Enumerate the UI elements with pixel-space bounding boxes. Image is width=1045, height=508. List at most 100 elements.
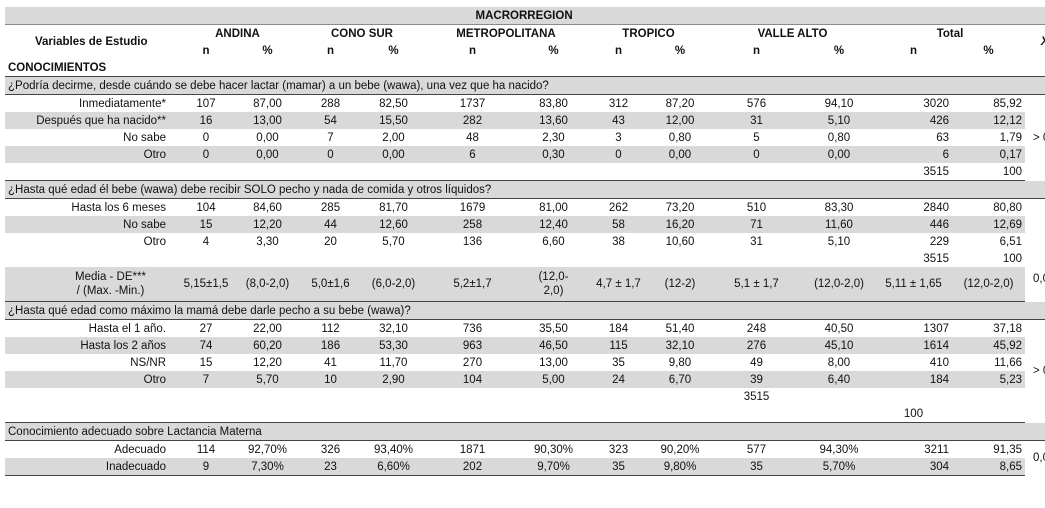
region-cono-sur: CONO SUR <box>331 27 393 40</box>
pct-cell: 0,17 <box>952 146 1025 163</box>
n-cell: 24 <box>587 371 650 388</box>
pct-cell: 6,70 <box>650 371 710 388</box>
n-cell: 44 <box>299 216 362 233</box>
q4-row: Adecuado 114 92,70% 326 93,40% 1871 90,30% 323 9… <box>5 440 1045 476</box>
pct-cell: 11,66 <box>994 356 1022 369</box>
q2-total-row: 3515 100 <box>5 250 1045 267</box>
q2-p-value: 0,007 <box>1025 198 1045 320</box>
pct-cell: 3,30 <box>256 235 279 248</box>
n-cell: 184 <box>608 322 629 335</box>
n-cell: 1871 <box>459 443 486 456</box>
pct-cell: 5,70 <box>236 371 299 388</box>
n-cell: 15 <box>176 216 236 233</box>
n-cell: 276 <box>710 337 803 354</box>
n-cell: 7 <box>327 131 334 144</box>
n-cell: 288 <box>320 97 341 110</box>
pct-cell: 84,60 <box>253 201 282 214</box>
pct-cell: 93,40% <box>373 443 413 456</box>
n-cell: 1307 <box>923 322 949 335</box>
pct-cell: 12,40 <box>520 216 587 233</box>
n-cell: 31 <box>710 112 803 129</box>
n-cell: 248 <box>746 322 767 335</box>
n-cell: 312 <box>608 97 629 110</box>
mean-cell: 5,0±1,6 <box>299 267 362 302</box>
q3-row: Otro 7 5,70 10 2,90 104 5,00 24 6,70 39 6,40 184 5,2… <box>5 371 1045 388</box>
pct-cell: 0,00 <box>362 146 425 163</box>
q1-row: Inmediatamente* 107 87,00 288 82,50 1737 83,80… <box>5 94 1045 181</box>
n-cell: 104 <box>425 371 520 388</box>
n-cell: 15 <box>199 356 213 369</box>
n-cell: 3 <box>615 131 622 144</box>
n-cell: 229 <box>929 235 949 248</box>
pct-cell: 90,30% <box>533 443 573 456</box>
variables-heading: Variables de Estudio <box>35 36 148 48</box>
q4-p-value: 0,014 <box>1025 440 1045 476</box>
pct-cell: 5,10 <box>803 112 875 129</box>
n-heading: n <box>202 44 210 57</box>
pct-cell: 0,00 <box>803 146 875 163</box>
q3-title-row: ¿Hasta qué edad como máximo la mamá debe… <box>5 301 1045 320</box>
pct-cell: 12,20 <box>236 216 299 233</box>
region-total: Total <box>936 27 964 40</box>
n-cell: 0 <box>176 146 236 163</box>
n-cell: 510 <box>746 201 767 214</box>
pct-cell: 46,50 <box>520 337 587 354</box>
n-cell: 184 <box>875 371 952 388</box>
region-tropico: TROPICO <box>622 27 675 40</box>
x2p-heading: X2 p <box>1025 25 1045 60</box>
n-cell: 326 <box>320 443 341 456</box>
q1-row: No sabe 0 0,00 7 2,00 48 2,30 3 0,80 5 0,80 63 1,79 <box>5 129 1045 146</box>
row-label: Hasta los 2 años <box>5 337 176 354</box>
n-cell: 258 <box>425 216 520 233</box>
q1-row: Después que ha nacido** 16 13,00 54 15,50 282… <box>5 112 1045 129</box>
n-cell: 35 <box>587 458 650 476</box>
q1-total-n: 3515 <box>875 163 952 181</box>
pct-cell: 83,30 <box>824 201 854 214</box>
pct-heading: % <box>548 44 559 57</box>
n-cell: 0 <box>587 146 650 163</box>
pct-cell: 80,80 <box>993 201 1022 214</box>
pct-cell: 12,12 <box>952 112 1025 129</box>
pct-cell: 12,60 <box>362 216 425 233</box>
n-cell: 35 <box>710 458 803 476</box>
n-cell: 4 <box>202 235 210 248</box>
row-label: Adecuado <box>114 443 166 456</box>
pct-cell: 5,00 <box>520 371 587 388</box>
row-label: Después que ha nacido** <box>5 112 176 129</box>
n-cell: 48 <box>466 131 479 144</box>
q3-p-value: > 0,0001 <box>1025 319 1045 423</box>
pct-cell: 13,60 <box>520 112 587 129</box>
pct-cell: 51,40 <box>665 322 695 335</box>
pct-cell: 11,70 <box>379 356 408 369</box>
pct-cell: 53,30 <box>362 337 425 354</box>
n-cell: 38 <box>612 235 625 248</box>
conocimientos-row: CONOCIMIENTOS <box>5 59 1045 77</box>
pct-cell: 0,80 <box>827 131 851 144</box>
pct-heading: % <box>674 44 686 57</box>
n-heading: n <box>614 44 623 57</box>
n-cell: 136 <box>462 235 483 248</box>
mean-cell: 5,11 ± 1,65 <box>875 267 952 302</box>
n-cell: 0 <box>299 146 362 163</box>
pct-cell: 5,70 <box>382 235 405 248</box>
pct-cell: 9,80% <box>650 458 710 476</box>
mean-cell: (6,0-2,0) <box>362 267 425 302</box>
n-cell: 31 <box>750 235 763 248</box>
row-label: Hasta los 6 meses <box>71 201 166 214</box>
n-cell: 282 <box>425 112 520 129</box>
n-cell: 58 <box>587 216 650 233</box>
pct-cell: 16,20 <box>650 216 710 233</box>
pct-cell: 85,92 <box>993 97 1022 110</box>
q4-row: Inadecuado 9 7,30% 23 6,60% 202 9,70% 35 9,80% 35… <box>5 458 1045 476</box>
n-cell: 3020 <box>923 97 949 110</box>
n-cell: 41 <box>324 356 337 369</box>
pct-cell: 12,20 <box>253 356 282 369</box>
q1-title: ¿Podría decirme, desde cuándo se debe ha… <box>5 76 1045 95</box>
pct-cell: 35,50 <box>539 322 568 335</box>
q2-title-row: ¿Hasta qué edad él bebe (wawa) debe reci… <box>5 180 1045 199</box>
n-cell: 6 <box>425 146 520 163</box>
mean-cell: 4,7 ± 1,7 <box>587 267 650 302</box>
n-cell: 104 <box>196 201 216 214</box>
n-cell: 963 <box>425 337 520 354</box>
